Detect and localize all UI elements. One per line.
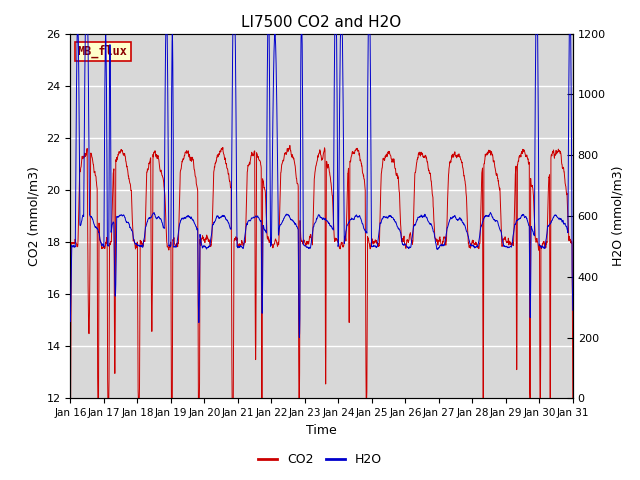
Y-axis label: H2O (mmol/m3): H2O (mmol/m3) <box>611 166 625 266</box>
Title: LI7500 CO2 and H2O: LI7500 CO2 and H2O <box>241 15 402 30</box>
Legend: CO2, H2O: CO2, H2O <box>253 448 387 471</box>
Y-axis label: CO2 (mmol/m3): CO2 (mmol/m3) <box>28 166 41 266</box>
Text: MB_flux: MB_flux <box>78 45 128 58</box>
X-axis label: Time: Time <box>306 424 337 437</box>
